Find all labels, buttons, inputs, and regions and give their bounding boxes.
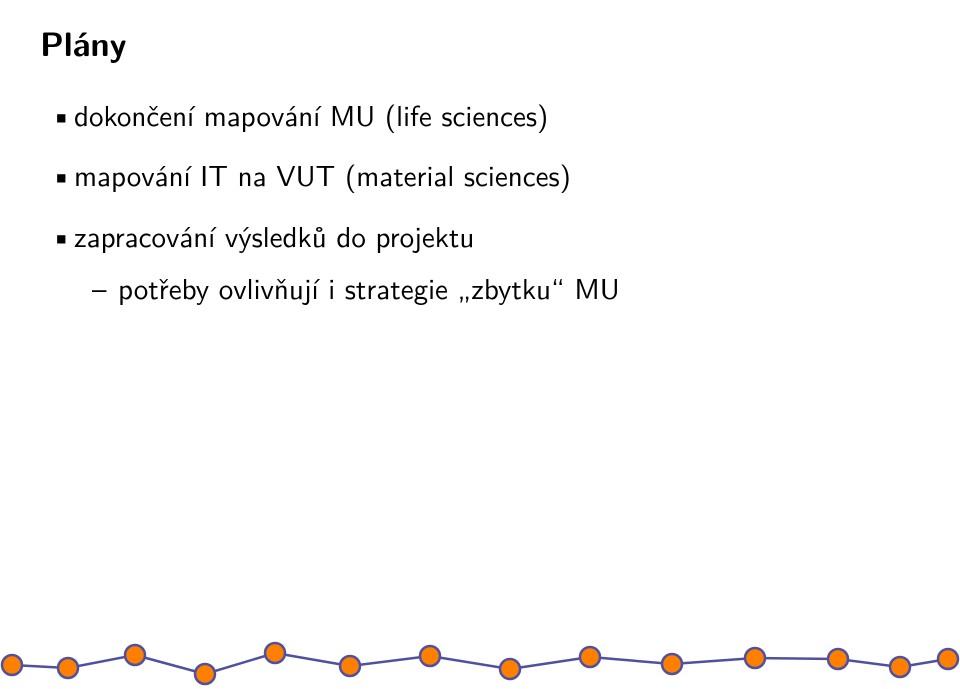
sub-list-item: potřeby ovlivňují i strategie „zbytku“ M… [74, 264, 920, 310]
list-item-text: dokončení mapování MU (life sciences) [74, 93, 548, 135]
list-item: dokončení mapování MU (life sciences) [40, 91, 920, 137]
list-item: zapracování výsledků do projektu potřeby… [40, 212, 920, 311]
list-item-text: mapování IT na VUT (material sciences) [74, 153, 571, 195]
list-item: mapování IT na VUT (material sciences) [40, 151, 920, 197]
sub-list-item-text: potřeby ovlivňují i strategie „zbytku“ M… [118, 266, 620, 308]
slide: Plány dokončení mapování MU (life scienc… [0, 0, 960, 689]
slide-title: Plány [40, 18, 920, 67]
bullet-list: dokončení mapování MU (life sciences) ma… [40, 91, 920, 311]
beads-decor-icon [0, 629, 960, 689]
sub-bullet-list: potřeby ovlivňují i strategie „zbytku“ M… [74, 264, 920, 310]
list-item-text: zapracování výsledků do projektu [74, 214, 474, 256]
